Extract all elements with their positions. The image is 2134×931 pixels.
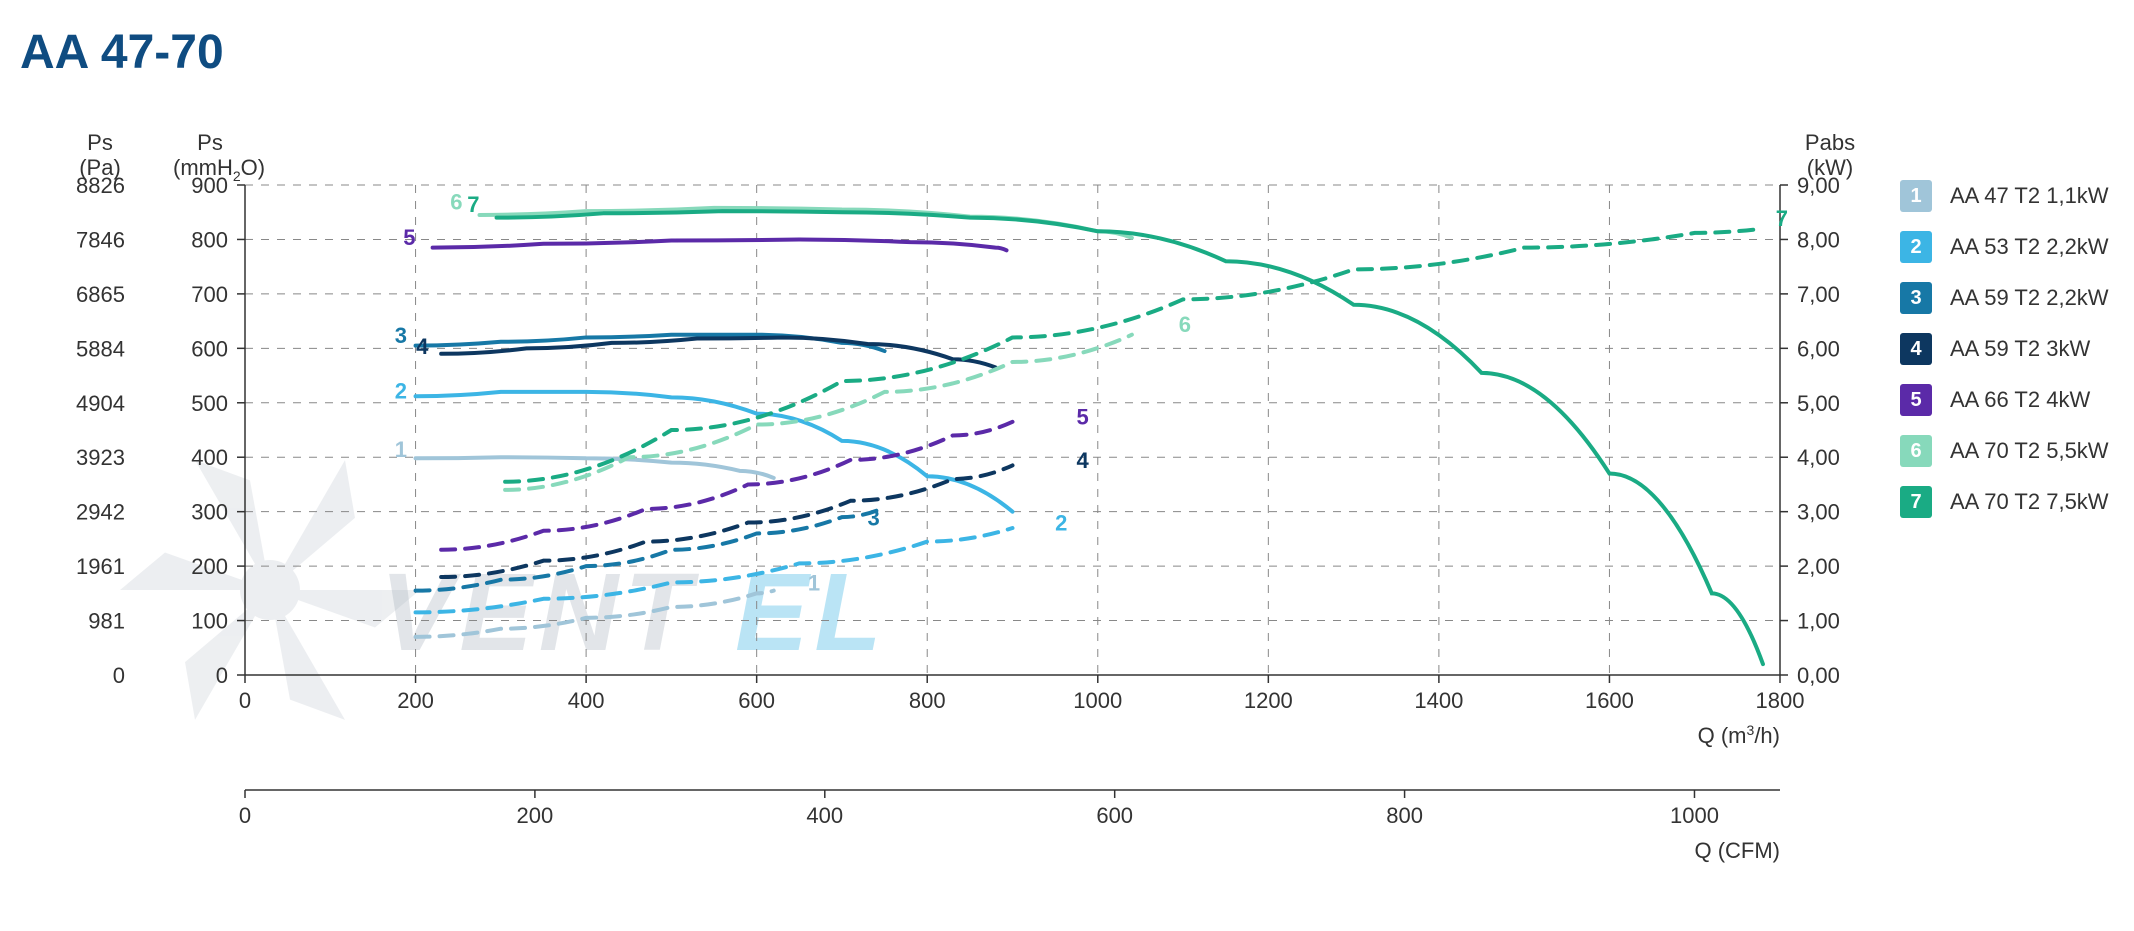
legend-item: 5 AA 66 T2 4kW: [1900, 384, 2109, 416]
legend-label: AA 66 T2 4kW: [1950, 387, 2090, 413]
svg-text:1600: 1600: [1585, 688, 1634, 713]
legend-item: 2 AA 53 T2 2,2kW: [1900, 231, 2109, 263]
svg-text:(kW): (kW): [1807, 155, 1853, 180]
svg-text:800: 800: [909, 688, 946, 713]
svg-text:Pabs: Pabs: [1805, 130, 1855, 155]
svg-text:1: 1: [808, 571, 820, 596]
svg-text:3: 3: [395, 323, 407, 348]
legend-swatch: 3: [1900, 282, 1932, 314]
svg-text:800: 800: [1386, 803, 1423, 828]
chart-svg: VENTEL000,001009811,0020019612,003002942…: [20, 120, 1880, 920]
svg-text:Ps: Ps: [197, 130, 223, 155]
legend-label: AA 59 T2 3kW: [1950, 336, 2090, 362]
legend-swatch: 2: [1900, 231, 1932, 263]
svg-text:Q (CFM): Q (CFM): [1694, 838, 1780, 863]
svg-text:1400: 1400: [1414, 688, 1463, 713]
svg-text:200: 200: [517, 803, 554, 828]
legend-swatch: 5: [1900, 384, 1932, 416]
legend-item: 1 AA 47 T2 1,1kW: [1900, 180, 2109, 212]
svg-text:1200: 1200: [1244, 688, 1293, 713]
svg-text:4,00: 4,00: [1797, 445, 1840, 470]
svg-text:5: 5: [1076, 405, 1088, 430]
svg-text:5,00: 5,00: [1797, 391, 1840, 416]
svg-text:(Pa): (Pa): [79, 155, 121, 180]
page-wrap: AA 47-70 VENTEL000,001009811,0020019612,…: [20, 20, 2114, 911]
svg-text:2: 2: [395, 378, 407, 403]
svg-text:200: 200: [191, 554, 228, 579]
legend-label: AA 59 T2 2,2kW: [1950, 285, 2109, 311]
svg-text:2: 2: [1055, 511, 1067, 536]
svg-text:4904: 4904: [76, 391, 125, 416]
chart-title: AA 47-70: [20, 20, 2114, 90]
svg-text:400: 400: [806, 803, 843, 828]
svg-text:6865: 6865: [76, 282, 125, 307]
legend-swatch: 4: [1900, 333, 1932, 365]
svg-text:600: 600: [738, 688, 775, 713]
chart-area: VENTEL000,001009811,0020019612,003002942…: [20, 120, 2114, 920]
svg-text:300: 300: [191, 500, 228, 525]
svg-text:6,00: 6,00: [1797, 336, 1840, 361]
svg-text:8,00: 8,00: [1797, 227, 1840, 252]
svg-text:600: 600: [191, 336, 228, 361]
svg-text:3923: 3923: [76, 445, 125, 470]
svg-text:1000: 1000: [1073, 688, 1122, 713]
svg-text:5884: 5884: [76, 336, 125, 361]
svg-text:EL: EL: [735, 551, 888, 674]
legend-item: 7 AA 70 T2 7,5kW: [1900, 486, 2109, 518]
svg-text:400: 400: [191, 445, 228, 470]
svg-text:600: 600: [1096, 803, 1133, 828]
legend-swatch: 7: [1900, 486, 1932, 518]
svg-text:7: 7: [1776, 206, 1788, 231]
svg-text:700: 700: [191, 282, 228, 307]
legend: 1 AA 47 T2 1,1kW 2 AA 53 T2 2,2kW 3 AA 59 T2 …: [1900, 180, 2109, 537]
svg-text:400: 400: [568, 688, 605, 713]
legend-label: AA 70 T2 7,5kW: [1950, 489, 2109, 515]
svg-text:7,00: 7,00: [1797, 282, 1840, 307]
svg-text:4: 4: [416, 334, 429, 359]
svg-text:1800: 1800: [1756, 688, 1805, 713]
svg-text:3: 3: [868, 505, 880, 530]
legend-item: 3 AA 59 T2 2,2kW: [1900, 282, 2109, 314]
legend-item: 4 AA 59 T2 3kW: [1900, 333, 2109, 365]
svg-text:6: 6: [450, 190, 462, 215]
svg-text:4: 4: [1076, 448, 1089, 473]
svg-text:Q (m3/h): Q (m3/h): [1698, 722, 1780, 748]
legend-item: 6 AA 70 T2 5,5kW: [1900, 435, 2109, 467]
svg-text:0: 0: [239, 803, 251, 828]
svg-text:100: 100: [191, 609, 228, 634]
svg-text:1: 1: [395, 437, 407, 462]
svg-text:0: 0: [216, 663, 228, 688]
svg-text:800: 800: [191, 227, 228, 252]
svg-text:3,00: 3,00: [1797, 500, 1840, 525]
svg-text:1000: 1000: [1670, 803, 1719, 828]
legend-label: AA 70 T2 5,5kW: [1950, 438, 2109, 464]
legend-label: AA 47 T2 1,1kW: [1950, 183, 2109, 209]
svg-text:2,00: 2,00: [1797, 554, 1840, 579]
legend-swatch: 1: [1900, 180, 1932, 212]
svg-text:500: 500: [191, 391, 228, 416]
legend-swatch: 6: [1900, 435, 1932, 467]
svg-text:0,00: 0,00: [1797, 663, 1840, 688]
svg-text:Ps: Ps: [87, 130, 113, 155]
svg-text:(mmH2O): (mmH2O): [173, 155, 265, 184]
svg-text:7846: 7846: [76, 227, 125, 252]
svg-text:981: 981: [88, 609, 125, 634]
svg-text:200: 200: [397, 688, 434, 713]
svg-text:5: 5: [403, 225, 415, 250]
legend-label: AA 53 T2 2,2kW: [1950, 234, 2109, 260]
svg-text:0: 0: [239, 688, 251, 713]
svg-text:1,00: 1,00: [1797, 609, 1840, 634]
svg-text:2942: 2942: [76, 500, 125, 525]
svg-text:1961: 1961: [76, 554, 125, 579]
svg-text:6: 6: [1179, 312, 1191, 337]
svg-text:7: 7: [467, 192, 479, 217]
svg-text:0: 0: [113, 663, 125, 688]
